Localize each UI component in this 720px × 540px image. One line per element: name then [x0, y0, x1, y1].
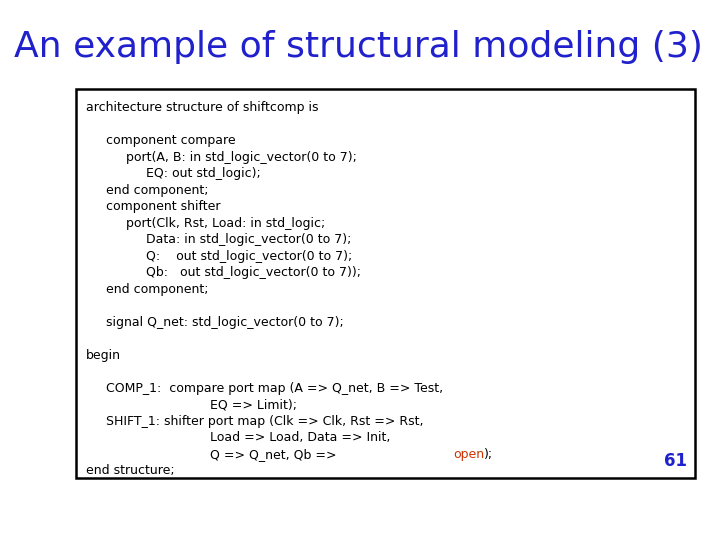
Text: end component;: end component; [86, 282, 208, 295]
Text: port(A, B: in std_logic_vector(0 to 7);: port(A, B: in std_logic_vector(0 to 7); [86, 151, 356, 164]
Text: COMP_1:  compare port map (A => Q_net, B => Test,: COMP_1: compare port map (A => Q_net, B … [86, 382, 443, 395]
Text: An example of structural modeling (3): An example of structural modeling (3) [14, 30, 703, 64]
Text: end component;: end component; [86, 184, 208, 197]
Text: Data: in std_logic_vector(0 to 7);: Data: in std_logic_vector(0 to 7); [86, 233, 351, 246]
Text: EQ: out std_logic);: EQ: out std_logic); [86, 167, 261, 180]
Text: port(Clk, Rst, Load: in std_logic;: port(Clk, Rst, Load: in std_logic; [86, 217, 325, 230]
Text: end structure;: end structure; [86, 464, 174, 477]
Text: architecture structure of shiftcomp is: architecture structure of shiftcomp is [86, 101, 318, 114]
Text: open: open [454, 448, 485, 461]
Text: SHIFT_1: shifter port map (Clk => Clk, Rst => Rst,: SHIFT_1: shifter port map (Clk => Clk, R… [86, 415, 423, 428]
Text: Q:    out std_logic_vector(0 to 7);: Q: out std_logic_vector(0 to 7); [86, 249, 352, 262]
Text: );: ); [484, 448, 493, 461]
FancyBboxPatch shape [76, 89, 695, 478]
Text: 61: 61 [664, 452, 687, 470]
Text: Q => Q_net, Qb =>: Q => Q_net, Qb => [86, 448, 340, 461]
Text: component compare: component compare [86, 134, 235, 147]
Text: Load => Load, Data => Init,: Load => Load, Data => Init, [86, 431, 390, 444]
Text: begin: begin [86, 349, 121, 362]
Text: component shifter: component shifter [86, 200, 220, 213]
Text: signal Q_net: std_logic_vector(0 to 7);: signal Q_net: std_logic_vector(0 to 7); [86, 315, 343, 329]
Text: Qb:   out std_logic_vector(0 to 7));: Qb: out std_logic_vector(0 to 7)); [86, 266, 361, 279]
Text: EQ => Limit);: EQ => Limit); [86, 398, 297, 411]
